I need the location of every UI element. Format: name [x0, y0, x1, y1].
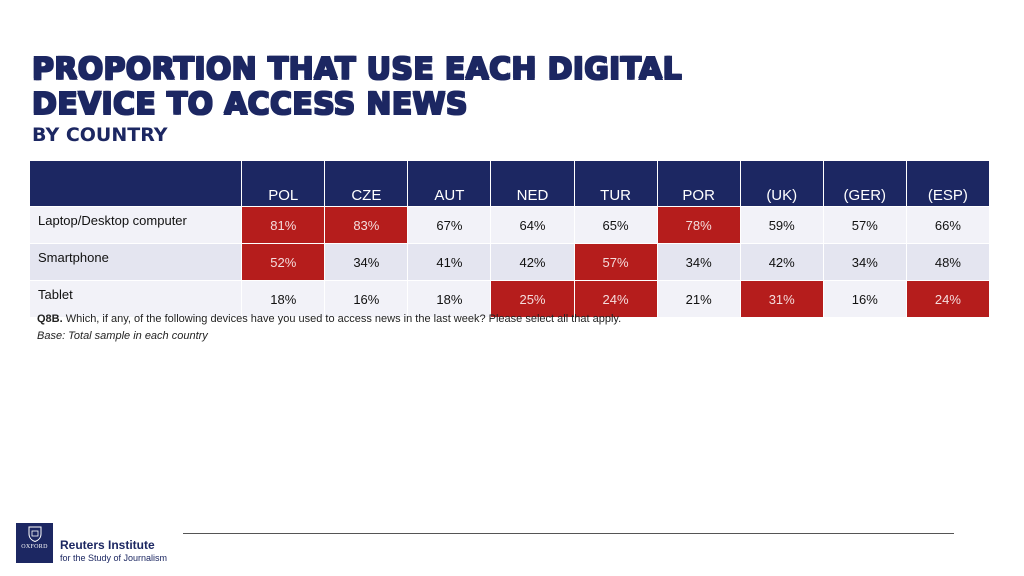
crest-icon — [28, 526, 41, 542]
data-table: POL CZE AUT NED TUR POR (UK) (GER) (ESP) Laptop/… — [30, 161, 989, 317]
table-cell: 57% — [822, 206, 906, 243]
column-header: NED — [490, 161, 574, 206]
table-cell: 83% — [324, 206, 408, 243]
logo-text: OXFORD — [21, 544, 48, 550]
table-cell: 34% — [822, 243, 906, 280]
question-text: Which, if any, of the following devices … — [62, 313, 622, 325]
table-cell: 34% — [656, 243, 740, 280]
question-code: Q8B. — [37, 313, 63, 325]
table-cell: 57% — [573, 243, 657, 280]
page-subtitle: BY COUNTRY — [32, 124, 168, 146]
table-cell: 78% — [656, 206, 740, 243]
title-line-2: DEVICE TO ACCESS NEWS — [31, 86, 468, 122]
row-label: Laptop/Desktop computer — [30, 206, 242, 243]
table-cell: 31% — [739, 280, 823, 317]
table-row: Smartphone 52% 34% 41% 42% 57% 34% 42% 34% 48% — [30, 243, 989, 280]
table-header-row: POL CZE AUT NED TUR POR (UK) (GER) (ESP) — [30, 161, 989, 206]
table-cell: 42% — [739, 243, 823, 280]
table-cell: 18% — [241, 280, 325, 317]
table-cell: 24% — [573, 280, 657, 317]
row-label: Tablet — [30, 280, 242, 317]
column-header: POR — [656, 161, 740, 206]
table-cell: 65% — [573, 206, 657, 243]
table-cell: 16% — [822, 280, 906, 317]
table-cell: 59% — [739, 206, 823, 243]
table-cell: 24% — [905, 280, 989, 317]
base-note: Base: Total sample in each country — [37, 330, 208, 342]
oxford-logo: OXFORD — [16, 523, 53, 563]
institute-subtitle: for the Study of Journalism — [60, 553, 168, 563]
column-header: (GER) — [822, 161, 906, 206]
table-cell: 21% — [656, 280, 740, 317]
table-cell: 41% — [407, 243, 491, 280]
table-body: Laptop/Desktop computer 81% 83% 67% 64% 65% 78… — [30, 206, 989, 317]
footer-divider — [183, 533, 954, 534]
table-cell: 67% — [407, 206, 491, 243]
header-corner — [30, 161, 242, 206]
column-header: AUT — [407, 161, 491, 206]
table-cell: 18% — [407, 280, 491, 317]
column-header: POL — [241, 161, 325, 206]
row-label: Smartphone — [30, 243, 242, 280]
title-line-1: PROPORTION THAT USE EACH DIGITAL — [31, 51, 682, 87]
table-cell: 42% — [490, 243, 574, 280]
column-header: (UK) — [739, 161, 823, 206]
table-cell: 34% — [324, 243, 408, 280]
table-cell: 81% — [241, 206, 325, 243]
table-row: Laptop/Desktop computer 81% 83% 67% 64% 65% 78… — [30, 206, 989, 243]
table-cell: 16% — [324, 280, 408, 317]
column-header: (ESP) — [905, 161, 989, 206]
table-cell: 25% — [490, 280, 574, 317]
table-cell: 64% — [490, 206, 574, 243]
table-cell: 66% — [905, 206, 989, 243]
table-cell: 48% — [905, 243, 989, 280]
table-row: Tablet 18% 16% 18% 25% 24% 21% 31% 16% 24% — [30, 280, 989, 317]
institute-name: Reuters Institute — [60, 538, 155, 552]
page-title: PROPORTION THAT USE EACH DIGITAL DEVICE … — [31, 51, 682, 122]
column-header: CZE — [324, 161, 408, 206]
column-header: TUR — [573, 161, 657, 206]
table-cell: 52% — [241, 243, 325, 280]
question-note: Q8B. Which, if any, of the following dev… — [37, 313, 621, 325]
